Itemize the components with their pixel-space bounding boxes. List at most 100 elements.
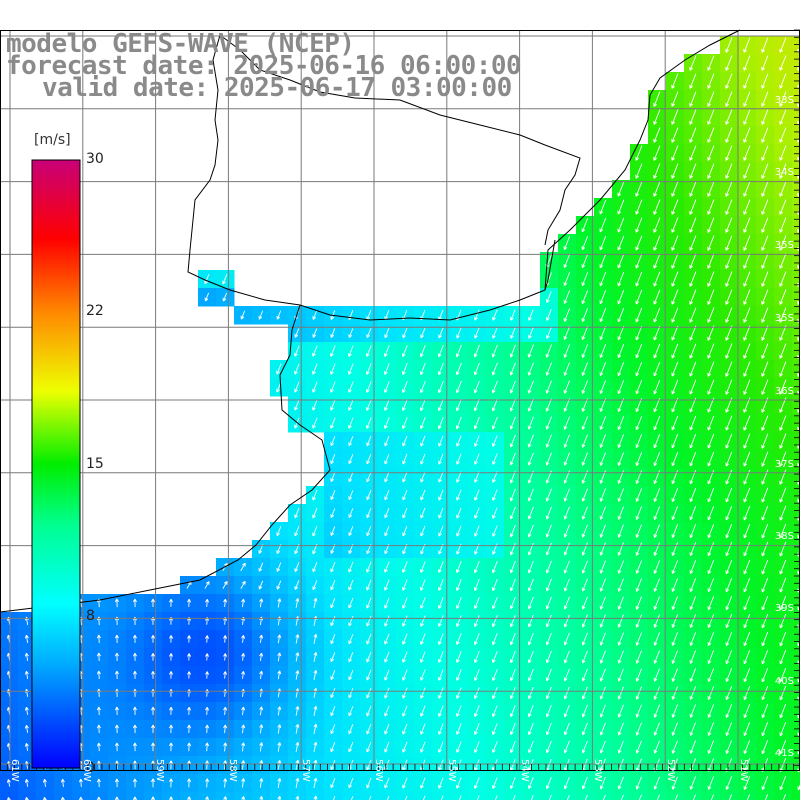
wind-arrow [743, 613, 751, 629]
wind-cell [144, 792, 163, 800]
wind-arrow [671, 524, 679, 539]
wind-arrow [402, 435, 408, 447]
wind-arrow [402, 687, 408, 699]
wind-arrow [563, 704, 570, 718]
wind-arrow [132, 652, 137, 661]
wind-arrow [223, 796, 228, 800]
wind-arrow [689, 578, 697, 593]
wind-arrow [743, 650, 751, 665]
wind-arrow [707, 109, 715, 125]
wind-arrow [743, 217, 751, 233]
wind-arrow [581, 524, 588, 538]
wind-arrow [474, 723, 480, 735]
wind-arrow [402, 633, 408, 645]
wind-arrow [653, 289, 661, 305]
wind-arrow [259, 598, 264, 608]
wind-arrow [635, 379, 643, 395]
wind-arrow [707, 578, 715, 593]
wind-arrow [509, 524, 516, 538]
wind-arrow [384, 651, 390, 663]
wind-arrow [205, 796, 210, 800]
wind-arrow [707, 73, 715, 89]
wind-arrow [437, 399, 444, 412]
wind-arrow [617, 307, 625, 323]
wind-arrow [743, 325, 751, 341]
wind-arrow [761, 253, 769, 269]
lat-label-39s: 39S [774, 603, 794, 614]
wind-arrow [689, 704, 696, 718]
wind-arrow [779, 505, 787, 521]
wind-arrow [779, 217, 787, 233]
lat-label-35s-b: 35S [774, 313, 794, 324]
wind-arrow [313, 723, 318, 734]
wind-arrow [653, 488, 661, 503]
wind-arrow [473, 561, 480, 574]
wind-arrow [599, 686, 606, 700]
wind-arrow [707, 686, 715, 700]
wind-arrow [761, 487, 769, 503]
wind-arrow [545, 596, 552, 610]
wind-arrow [366, 435, 372, 447]
wind-arrow [473, 651, 480, 663]
wind-arrow [312, 525, 318, 537]
wind-arrow [420, 327, 426, 339]
wind-arrow [635, 235, 643, 251]
wind-arrow [491, 344, 498, 358]
wind-arrow [671, 91, 679, 107]
wind-arrow [653, 145, 661, 161]
wind-arrow [635, 722, 642, 736]
wind-arrow [473, 344, 480, 358]
wind-arrow [151, 724, 155, 734]
wind-arrow [330, 688, 336, 699]
wind-arrow [527, 506, 534, 520]
wind-arrow [635, 217, 643, 233]
wind-arrow [169, 635, 174, 643]
wind-arrow [492, 471, 498, 483]
wind-arrow [455, 362, 462, 376]
wind-arrow [725, 343, 733, 359]
wind-arrow [438, 327, 444, 339]
wind-arrow [169, 796, 174, 800]
wind-arrow [312, 489, 318, 501]
wind-arrow [617, 632, 624, 646]
wind-arrow [779, 721, 787, 737]
wind-arrow [366, 759, 372, 771]
wind-arrow [761, 55, 769, 71]
wind-arrow [42, 778, 47, 787]
wind-arrow [545, 578, 552, 592]
wind-arrow [653, 434, 661, 449]
wind-arrow [689, 307, 697, 323]
wind-arrow [474, 453, 480, 465]
wind-arrow [437, 381, 444, 394]
wind-arrow [563, 686, 570, 700]
wind-arrow [671, 253, 679, 269]
lon-label-60w: 60W [81, 759, 92, 782]
wind-arrow [563, 452, 570, 466]
wind-arrow [563, 488, 570, 502]
wind-arrow [599, 199, 607, 215]
wind-arrow [330, 724, 336, 735]
wind-cell [792, 360, 800, 379]
wind-arrow [348, 597, 354, 609]
wind-arrow [617, 596, 624, 610]
wind-arrow [671, 433, 679, 449]
wind-arrow [24, 779, 29, 787]
wind-arrow [779, 703, 787, 719]
wind-arrow [653, 722, 660, 736]
wind-arrow [581, 380, 589, 394]
wind-arrow [114, 652, 119, 661]
wind-arrow [366, 669, 372, 681]
wind-arrow [509, 434, 516, 448]
wind-arrow [761, 649, 769, 665]
wind-arrow [419, 399, 426, 412]
wind-arrow [635, 542, 642, 556]
wind-arrow [599, 704, 606, 718]
wind-arrow [599, 362, 607, 377]
wind-arrow [653, 668, 660, 682]
wind-arrow [563, 326, 571, 340]
wind-arrow [330, 490, 336, 501]
wind-arrow [96, 742, 101, 752]
wind-arrow [350, 795, 354, 800]
wind-arrow [205, 706, 210, 715]
